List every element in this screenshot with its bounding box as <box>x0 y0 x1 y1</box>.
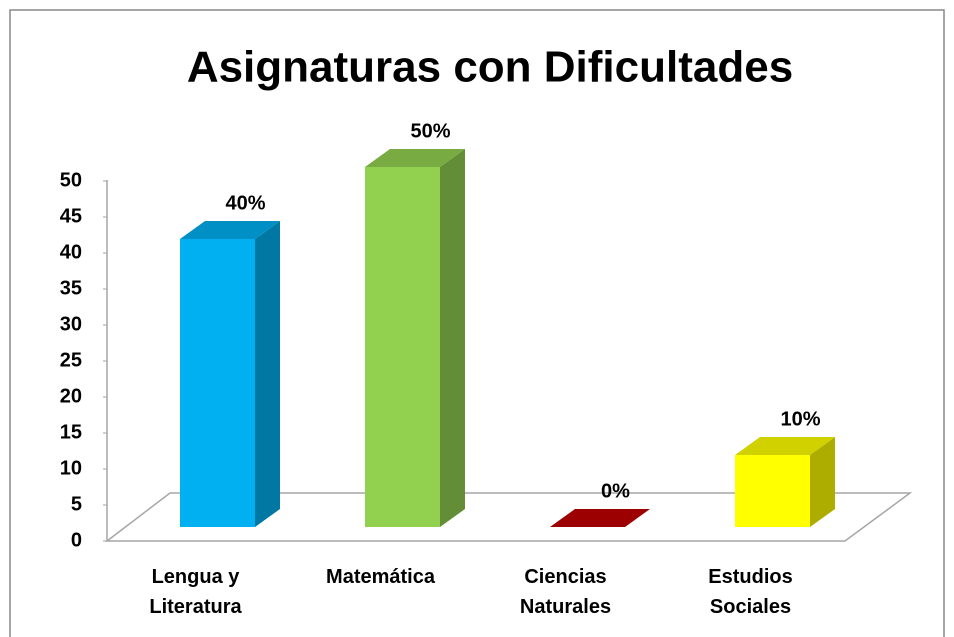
bar-front <box>365 167 440 527</box>
y-tick-label: 15 <box>60 421 82 443</box>
y-tick-label: 10 <box>60 457 82 479</box>
value-label: 50% <box>410 120 450 142</box>
y-tick-label: 45 <box>60 205 82 227</box>
bar-top <box>365 149 465 167</box>
bar-top <box>550 509 650 527</box>
bar-front <box>180 239 255 527</box>
y-tick-label: 5 <box>71 493 82 515</box>
bar-side <box>440 149 465 527</box>
x-tick-label: Lengua y Literatura <box>149 566 242 618</box>
y-tick-label: 40 <box>60 241 82 263</box>
chart-border <box>9 9 945 637</box>
bar <box>550 509 650 527</box>
y-tick-label: 0 <box>71 529 82 551</box>
y-tick-label: 25 <box>60 349 82 371</box>
bar-side <box>810 437 835 527</box>
x-tick-label: Estudios Sociales <box>708 566 793 618</box>
bar <box>365 149 465 527</box>
y-tick-label: 50 <box>60 169 82 191</box>
value-label: 40% <box>225 192 265 214</box>
chart-title: Asignaturas con Dificultades <box>187 43 793 92</box>
bar-top <box>735 437 835 455</box>
y-tick-label: 30 <box>60 313 82 335</box>
x-tick-label: Matemática <box>326 566 435 588</box>
x-tick-label: Ciencias Naturales <box>519 566 612 618</box>
value-label: 10% <box>780 408 820 430</box>
y-tick-label: 35 <box>60 277 82 299</box>
floor <box>104 492 913 542</box>
y-tick-label: 20 <box>60 385 82 407</box>
bar-top <box>180 221 280 239</box>
bar-front <box>735 455 810 527</box>
bar <box>180 221 280 527</box>
bar-side <box>255 221 280 527</box>
value-label: 0% <box>601 480 630 502</box>
bar <box>735 437 835 527</box>
